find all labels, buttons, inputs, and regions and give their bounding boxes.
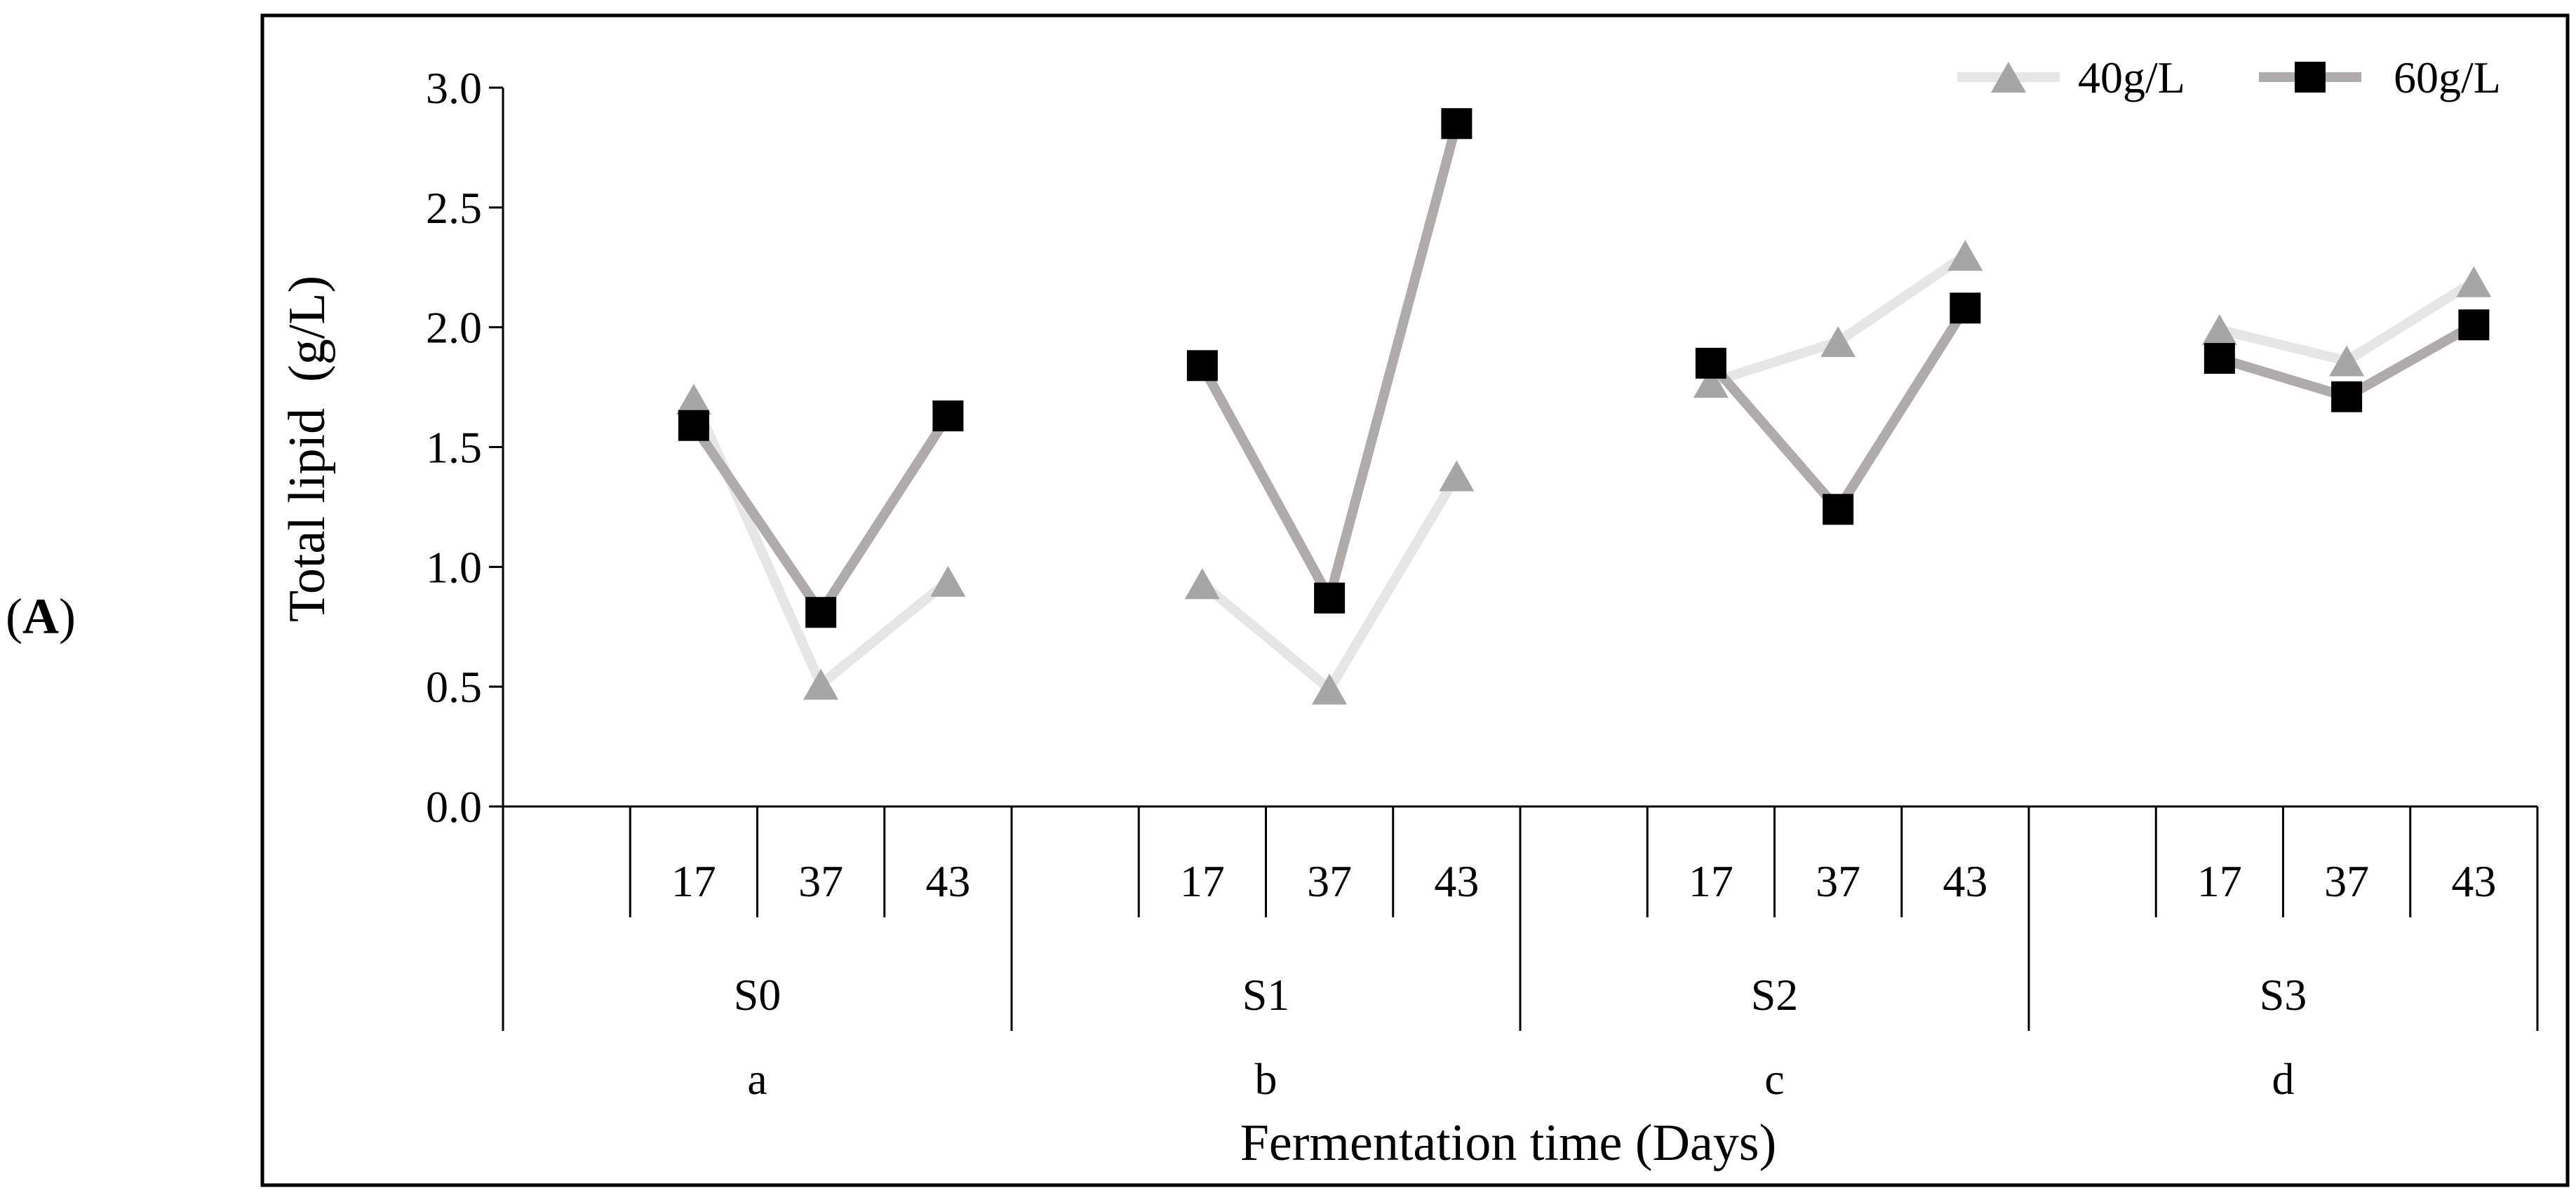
chart-frame: [260, 13, 2570, 1187]
data-point-square: [805, 597, 837, 628]
data-point-triangle: [1312, 673, 1348, 705]
x-sub-label: d: [2272, 1054, 2295, 1104]
x-day-label: 17: [1689, 856, 1733, 906]
x-day-label: 17: [2197, 856, 2242, 906]
x-day-label: 37: [798, 856, 843, 906]
legend-label: 60g/L: [2394, 53, 2501, 102]
data-point-triangle: [2456, 266, 2492, 297]
x-sub-label: a: [747, 1054, 767, 1104]
panel-label-open: (: [6, 588, 22, 644]
data-point-square: [1695, 347, 1726, 379]
y-tick-label: 1.0: [426, 542, 482, 592]
y-tick-label: 0.5: [426, 662, 482, 712]
data-point-triangle: [1693, 367, 1729, 398]
x-sub-label: c: [1764, 1054, 1784, 1104]
axes: 0.0 0.5 1.0 1.5 2.0 2.5 3.0: [426, 63, 2539, 1031]
x-day-label: 17: [671, 856, 716, 906]
x-day-label: 37: [1816, 856, 1860, 906]
data-point-triangle: [803, 668, 839, 700]
x-day-label: 43: [2451, 856, 2496, 906]
y-tick-label: 2.0: [426, 303, 482, 353]
legend-label: 40g/L: [2078, 53, 2185, 102]
x-axis-title: Fermentation time (Days): [1240, 1114, 1776, 1172]
x-group-label: S3: [2260, 970, 2307, 1020]
data-point-square: [1314, 582, 1346, 614]
data-point-square: [678, 410, 709, 441]
data-point-square: [2331, 381, 2363, 412]
axis-labels: 17 37 43 S0 a 17 37 43 S1 b 17 37 43 S2 c 17 37 43 S3 d Ferm…: [279, 276, 2496, 1172]
legend-marker-square: [2295, 62, 2326, 93]
data-point-triangle: [1184, 568, 1220, 600]
series-layer: [676, 108, 2492, 705]
data-point-triangle: [1439, 460, 1475, 492]
panel-label-letter: A: [22, 588, 59, 644]
data-point-triangle: [2329, 345, 2365, 377]
data-point-triangle: [1947, 240, 1983, 271]
x-day-label: 43: [1943, 856, 1987, 906]
data-point-square: [1186, 350, 1218, 381]
panel-label-close: ): [58, 588, 76, 644]
data-point-square: [1950, 292, 1981, 324]
data-point-square: [2458, 309, 2490, 341]
data-point-triangle: [676, 384, 711, 415]
data-point-square: [932, 400, 964, 432]
data-point-triangle: [2201, 314, 2237, 346]
y-tick-label: 3.0: [426, 63, 482, 113]
x-day-label: 17: [1180, 856, 1225, 906]
x-sub-label: b: [1255, 1054, 1277, 1104]
x-day-label: 37: [2324, 856, 2369, 906]
x-group-label: S0: [734, 970, 781, 1020]
x-day-label: 43: [1434, 856, 1479, 906]
x-day-label: 37: [1307, 856, 1352, 906]
x-group-label: S2: [1751, 970, 1799, 1020]
series-square: [678, 108, 2490, 628]
data-point-square: [1441, 108, 1473, 140]
y-axis-title: Total lipid (g/L): [279, 276, 336, 622]
data-point-square: [2203, 343, 2235, 374]
legend: 40g/L 60g/L: [1957, 53, 2501, 102]
legend-marker-triangle: [1991, 62, 2026, 93]
y-tick-label: 1.5: [426, 423, 482, 473]
y-tick-label: 0.0: [426, 782, 482, 832]
data-point-square: [1823, 494, 1854, 525]
x-group-label: S1: [1242, 970, 1290, 1020]
y-tick-label: 2.5: [426, 183, 482, 233]
x-day-label: 43: [925, 856, 970, 906]
data-point-triangle: [1820, 326, 1856, 358]
data-point-triangle: [930, 565, 966, 597]
panel-label: (A): [6, 588, 76, 646]
